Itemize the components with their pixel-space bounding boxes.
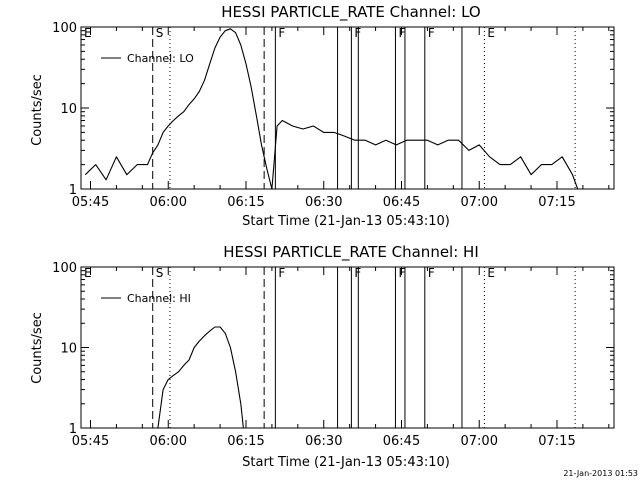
chart-title-hi: HESSI PARTICLE_RATE Channel: HI [223, 243, 479, 262]
x-tick-label: 07:15 [538, 195, 575, 210]
event-label: E [84, 26, 92, 40]
event-label: F [398, 266, 405, 280]
y-tick-label: 1 [69, 183, 77, 198]
event-label: E [84, 266, 92, 280]
event-label: F [428, 26, 435, 40]
x-tick-label: 06:45 [383, 434, 420, 449]
event-label: S [156, 266, 164, 280]
event-label: F [278, 266, 285, 280]
event-label: E [487, 266, 495, 280]
event-label: F [278, 26, 285, 40]
x-tick-label: 06:15 [227, 434, 264, 449]
x-tick-label: 06:45 [383, 195, 420, 210]
x-tick-label: 05:45 [72, 195, 109, 210]
series-line [84, 28, 604, 190]
x-tick-label: 07:15 [538, 434, 575, 449]
x-tick-label: 06:30 [305, 434, 342, 449]
x-axis-label-lo: Start Time (21-Jan-13 05:43:10) [242, 214, 450, 229]
event-label: F [398, 26, 405, 40]
series-line [157, 326, 244, 429]
panel-hi: HESSI PARTICLE_RATE Channel: HI Counts/s… [30, 243, 615, 470]
event-label: E [487, 26, 495, 40]
x-tick-label: 06:15 [227, 195, 264, 210]
y-tick-label: 10 [60, 342, 77, 357]
y-tick-label: 10 [60, 102, 77, 117]
x-tick-label: 05:45 [72, 434, 109, 449]
x-tick-label: 06:30 [305, 195, 342, 210]
x-tick-label: 07:00 [461, 195, 498, 210]
y-tick-label: 1 [69, 422, 77, 437]
y-tick-label: 100 [52, 21, 77, 36]
event-label: F [428, 266, 435, 280]
y-axis-label-lo: Counts/sec [30, 74, 45, 146]
x-axis-label-hi: Start Time (21-Jan-13 05:43:10) [242, 455, 450, 470]
x-tick-label: 07:00 [461, 434, 498, 449]
footer-timestamp: 21-Jan-2013 01:53 [563, 469, 638, 478]
y-axis-label-hi: Counts/sec [30, 312, 45, 384]
y-tick-label: 100 [52, 261, 77, 276]
x-tick-label: 06:00 [150, 434, 187, 449]
legend-entry: Channel: LO [127, 52, 194, 65]
event-label: S [156, 26, 164, 40]
x-tick-label: 06:00 [150, 195, 187, 210]
panel-lo: HESSI PARTICLE_RATE Channel: LO Counts/s… [30, 3, 615, 229]
legend-entry: Channel: HI [127, 292, 191, 305]
chart-title-lo: HESSI PARTICLE_RATE Channel: LO [221, 3, 480, 22]
